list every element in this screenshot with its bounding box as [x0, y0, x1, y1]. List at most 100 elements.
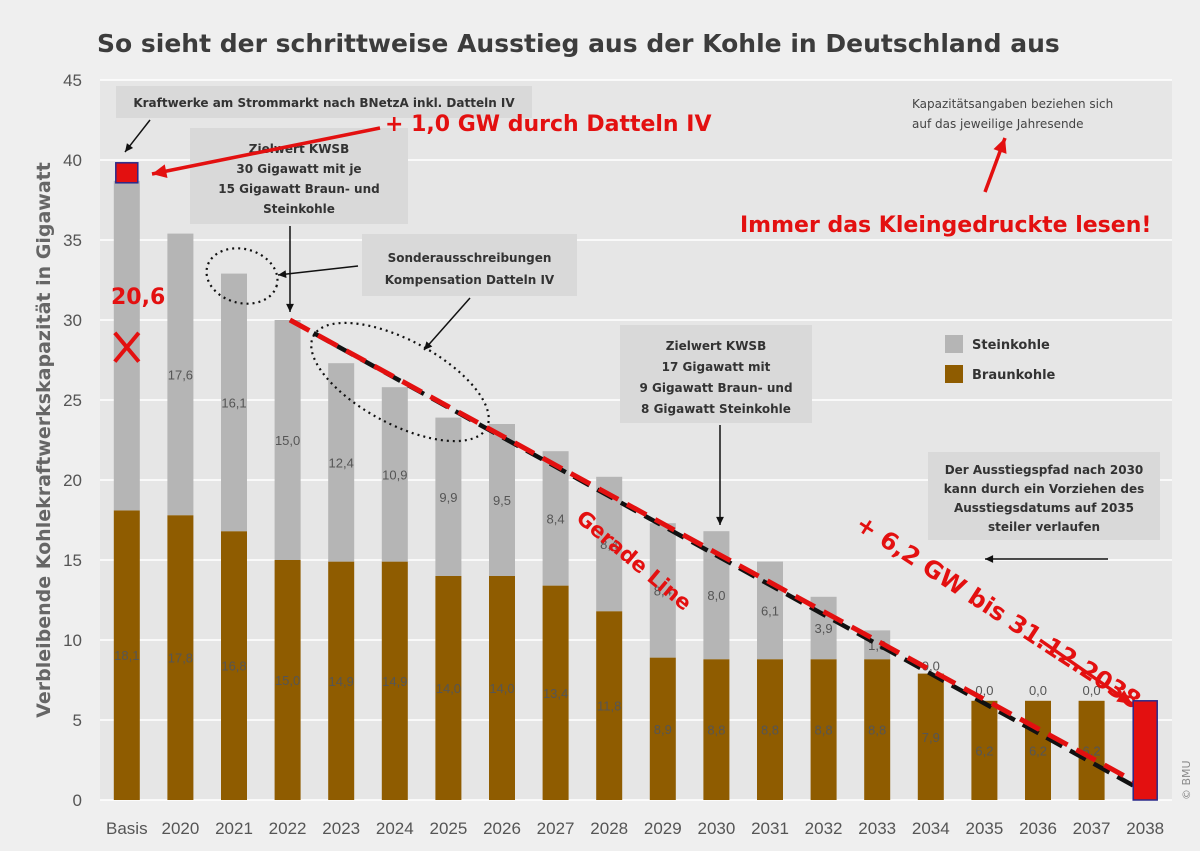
- top-value-label: 0,0: [975, 683, 993, 698]
- x-tick-label: 2020: [161, 819, 199, 838]
- zielwert-2030-box-line: 9 Gigawatt Braun- und: [639, 381, 792, 395]
- red-x-mark: [113, 331, 141, 363]
- braunkohle-value-label: 14,0: [436, 681, 461, 696]
- x-tick-label: 2029: [644, 819, 682, 838]
- x-tick-label: 2022: [269, 819, 307, 838]
- zielwert-2030-box-line: 17 Gigawatt mit: [662, 360, 771, 374]
- red-2038-bar: [1132, 700, 1158, 801]
- braunkohle-value-label: 15,0: [275, 673, 300, 688]
- bar-braunkohle: [1025, 700, 1051, 800]
- gw-2038-red-arrow-head: [1116, 690, 1132, 704]
- datteln-red-text: + 1,0 GW durch Datteln IV: [385, 112, 711, 137]
- bar-braunkohle: [221, 531, 247, 800]
- bar-braunkohle: [113, 510, 140, 800]
- top-value-label: 0,0: [1029, 683, 1047, 698]
- x-tick-label: 2038: [1126, 819, 1164, 838]
- annotations: Kraftwerke am Strommarkt nach BNetzA ink…: [111, 86, 1160, 801]
- bar-braunkohle: [917, 673, 944, 800]
- bar-braunkohle: [1078, 700, 1105, 800]
- y-axis-label: Verbleibende Kohlekraftwerkskapazität in…: [33, 162, 55, 718]
- bar-braunkohle: [703, 659, 730, 800]
- legend-swatch-braunkohle: [945, 365, 963, 383]
- datteln-red-square: [115, 162, 139, 184]
- ausstiegspfad-box-line: Ausstiegsdatums auf 2035: [954, 501, 1134, 515]
- x-tick-label: 2034: [912, 819, 950, 838]
- zielwert-2030-arrow: [716, 425, 724, 525]
- y-tick-label: 0: [73, 791, 82, 810]
- bar-braunkohle: [328, 561, 355, 800]
- y-tick-label: 10: [63, 631, 82, 650]
- bar-steinkohle: [274, 320, 301, 560]
- sonder-box-background: [362, 234, 577, 296]
- x-tick-label: 2025: [429, 819, 467, 838]
- sonder-arrow-left-head: [278, 270, 287, 278]
- zielwert-2022-box-line: 15 Gigawatt Braun- und: [218, 182, 379, 196]
- x-tick-label: 2035: [965, 819, 1003, 838]
- x-axis-ticks: Basis 2020 2021 2022 2023 2024 2025 2026 2027 202…: [106, 819, 1164, 838]
- datteln-red-arrow-shaft: [151, 126, 381, 176]
- x-tick-label: 2027: [537, 819, 575, 838]
- braunkohle-value-label: 8,8: [707, 723, 725, 738]
- x-tick-label: 2032: [805, 819, 843, 838]
- bar-steinkohle: [435, 417, 462, 576]
- braunkohle-value-label: 17,8: [168, 651, 193, 666]
- ausstiegspfad-arrow: [985, 555, 1108, 563]
- y-tick-label: 35: [63, 231, 82, 250]
- zielwert-2022-box-line: Steinkohle: [263, 202, 335, 216]
- sonder-arrow-left: [277, 265, 359, 278]
- x-tick-label: 2028: [590, 819, 628, 838]
- zielwert-2022-arrow-head: [286, 303, 294, 312]
- bar-steinkohle: [810, 596, 837, 660]
- bar-braunkohle: [542, 585, 569, 800]
- bar-braunkohle: [864, 659, 891, 800]
- x-tick-label: 2033: [858, 819, 896, 838]
- ausstiegspfad-box: Der Ausstiegspfad nach 2030 kann durch ei…: [928, 452, 1160, 540]
- x-tick-label: 2037: [1073, 819, 1111, 838]
- kleingedruckt-red-arrow: [983, 137, 1007, 193]
- bar-steinkohle: [489, 424, 515, 576]
- braunkohle-value-label: 8,8: [815, 723, 833, 738]
- sonder-arrow-down-shaft: [423, 297, 471, 351]
- kapazitaet-note-line: Kapazitätsangaben beziehen sich: [912, 97, 1113, 111]
- steinkohle-value-label: 8,4: [654, 583, 672, 598]
- kraftwerke-box-line: Kraftwerke am Strommarkt nach BNetzA ink…: [133, 96, 515, 110]
- ausstiegspfad-box-line: kann durch ein Vorziehen des: [944, 482, 1145, 496]
- x-tick-label: 2021: [215, 819, 253, 838]
- x-tick-label: 2024: [376, 819, 414, 838]
- steinkohle-value-label: 12,4: [329, 455, 354, 470]
- kraftwerke-arrow-head: [125, 143, 134, 152]
- bar-steinkohle: [381, 387, 408, 562]
- steinkohle-value-label: 8,4: [547, 511, 565, 526]
- red-dashed-line: [288, 317, 1147, 790]
- y-tick-label: 40: [63, 151, 82, 170]
- steinkohle-value-label: 16,1: [221, 395, 246, 410]
- steinkohle-value-label: 15,0: [275, 433, 300, 448]
- bar-steinkohle: [167, 233, 194, 516]
- gw-2038-red-arrow-shaft: [1039, 638, 1133, 706]
- zielwert-2030-box-line: 8 Gigawatt Steinkohle: [641, 402, 791, 416]
- zielwert-2022-box: Zielwert KWSB 30 Gigawatt mit je 15 Gigawa…: [190, 128, 408, 224]
- steinkohle-value-label: 9,9: [439, 490, 457, 505]
- braunkohle-value-label: 8,9: [654, 722, 672, 737]
- sonder-box-line: Sonderausschreibungen: [388, 251, 552, 265]
- ausstiegspfad-box-line: Der Ausstiegspfad nach 2030: [945, 463, 1144, 477]
- sonder-ellipse-small: [205, 247, 279, 305]
- legend-label-braunkohle: Braunkohle: [972, 368, 1056, 383]
- braunkohle-value-label: 11,8: [597, 699, 621, 714]
- x-tick-label: 2030: [697, 819, 735, 838]
- datteln-red-arrow: [151, 126, 381, 178]
- kleingedruckt-red-text: Immer das Kleingedruckte lesen!: [740, 213, 1151, 238]
- y-axis-ticks: 0 5 10 15 20 25 30 35 40 45: [63, 71, 82, 810]
- zielwert-2022-box-line: 30 Gigawatt mit je: [236, 162, 361, 176]
- x-tick-label: 2023: [322, 819, 360, 838]
- steinkohle-value-label: 10,9: [382, 467, 407, 482]
- bars: 18,1 17,8 17,6 16,8 16,1 15,0 15,0 14,9 12,4 14,9…: [113, 180, 1105, 800]
- bar-braunkohle: [167, 515, 194, 800]
- kraftwerke-box-background: [116, 86, 532, 118]
- zielwert-2030-box-background: [620, 325, 812, 423]
- braunkohle-value-label: 14,9: [382, 674, 407, 689]
- steinkohle-value-label: 0,0: [922, 659, 940, 674]
- kraftwerke-arrow: [124, 119, 151, 153]
